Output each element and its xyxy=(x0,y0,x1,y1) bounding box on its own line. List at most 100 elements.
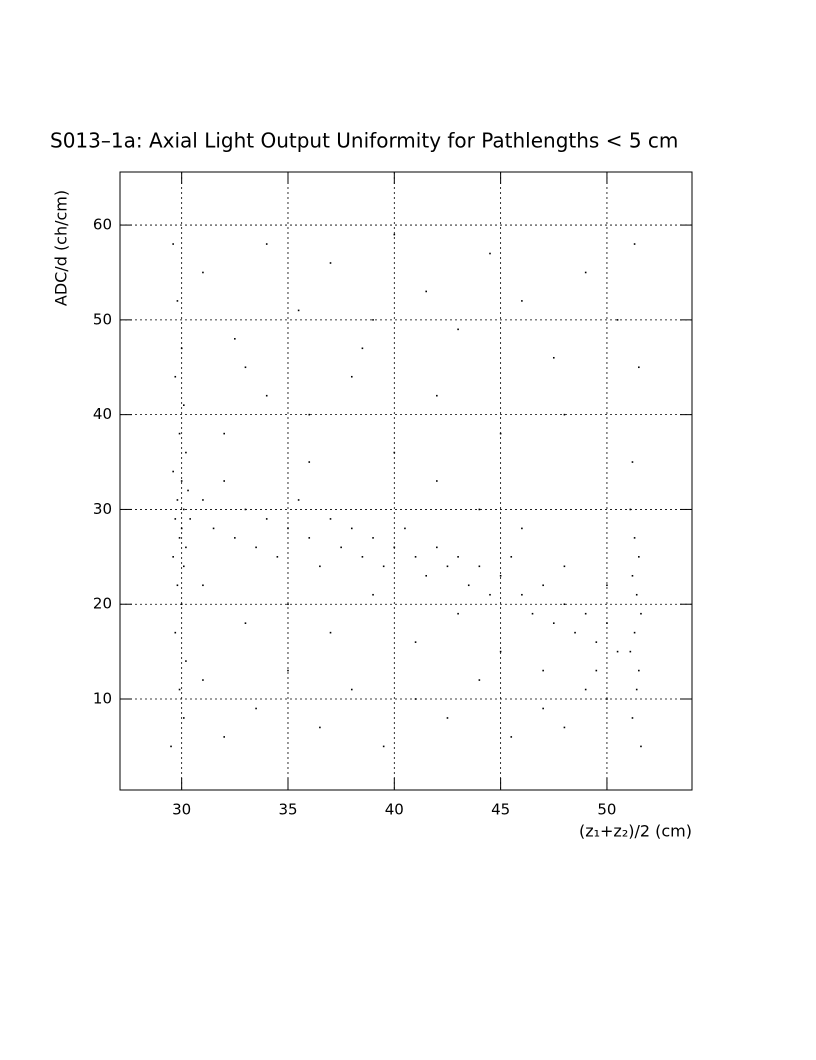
point xyxy=(414,641,417,643)
point xyxy=(629,650,632,653)
point xyxy=(595,669,598,672)
point xyxy=(185,660,187,662)
point xyxy=(176,300,179,302)
point xyxy=(361,347,364,350)
point xyxy=(178,688,181,691)
point xyxy=(172,243,174,245)
point xyxy=(287,527,289,530)
y-tick-label: 50 xyxy=(93,310,112,328)
point xyxy=(436,394,438,397)
point xyxy=(478,508,481,511)
point xyxy=(552,622,555,624)
point xyxy=(478,565,481,568)
point xyxy=(202,271,204,274)
point xyxy=(172,470,174,473)
point xyxy=(255,546,257,549)
point xyxy=(584,688,587,691)
point xyxy=(499,650,502,653)
point xyxy=(182,717,185,719)
point xyxy=(457,612,459,615)
point xyxy=(499,432,502,435)
point xyxy=(425,290,428,293)
point xyxy=(319,565,321,568)
point xyxy=(223,480,225,482)
point xyxy=(287,603,289,606)
point xyxy=(212,527,215,530)
point xyxy=(372,593,374,596)
point xyxy=(265,243,268,245)
point xyxy=(542,707,544,710)
point xyxy=(414,698,417,700)
y-axis-label: ADC/d (ch/cm) xyxy=(52,190,71,306)
point xyxy=(635,688,638,691)
point xyxy=(499,574,502,577)
point xyxy=(633,243,636,245)
x-tick-label: 50 xyxy=(597,801,616,819)
point xyxy=(172,556,174,558)
point xyxy=(170,745,172,748)
point xyxy=(542,584,544,587)
point xyxy=(176,499,179,501)
y-tick-label: 30 xyxy=(93,500,112,518)
point xyxy=(182,565,185,568)
point xyxy=(265,518,268,520)
point xyxy=(393,546,396,549)
point xyxy=(350,527,353,530)
point xyxy=(629,508,632,511)
point xyxy=(638,556,640,558)
point xyxy=(584,271,587,274)
point xyxy=(187,489,189,492)
point xyxy=(382,745,385,748)
point xyxy=(287,669,289,672)
point xyxy=(350,688,353,691)
x-tick-label: 35 xyxy=(278,801,297,819)
point xyxy=(563,413,566,416)
point xyxy=(223,736,225,738)
chart-title: S013–1a: Axial Light Output Uniformity f… xyxy=(50,129,678,153)
point xyxy=(436,546,438,549)
point xyxy=(638,366,640,369)
point xyxy=(202,679,204,681)
point xyxy=(595,641,598,643)
point xyxy=(478,679,481,681)
point xyxy=(174,375,177,378)
point xyxy=(616,319,619,321)
x-tick-label: 45 xyxy=(491,801,510,819)
point xyxy=(329,631,332,634)
point xyxy=(308,413,311,416)
point xyxy=(457,328,459,331)
point xyxy=(633,631,636,634)
point xyxy=(404,527,406,530)
point xyxy=(223,432,225,435)
y-tick-label: 10 xyxy=(93,690,112,708)
point xyxy=(182,404,185,406)
point xyxy=(521,527,523,530)
y-tick-label: 60 xyxy=(93,216,112,234)
point xyxy=(633,537,636,539)
point xyxy=(382,565,385,568)
x-tick-label: 40 xyxy=(385,801,404,819)
point xyxy=(180,527,183,530)
point xyxy=(563,565,566,568)
point xyxy=(189,518,191,520)
point xyxy=(180,347,183,350)
point xyxy=(436,480,438,482)
x-tick-label: 30 xyxy=(172,801,191,819)
point xyxy=(234,537,236,539)
point xyxy=(425,574,428,577)
point xyxy=(631,574,634,577)
point xyxy=(631,717,634,719)
point xyxy=(414,556,417,558)
point xyxy=(638,669,640,672)
point xyxy=(574,631,576,634)
point xyxy=(521,300,523,302)
point xyxy=(329,262,332,264)
y-tick-label: 20 xyxy=(93,595,112,613)
point xyxy=(531,612,534,615)
point xyxy=(297,499,300,501)
point xyxy=(489,252,491,255)
point xyxy=(185,546,187,549)
point xyxy=(457,556,459,558)
point xyxy=(563,603,566,606)
point xyxy=(244,366,247,369)
